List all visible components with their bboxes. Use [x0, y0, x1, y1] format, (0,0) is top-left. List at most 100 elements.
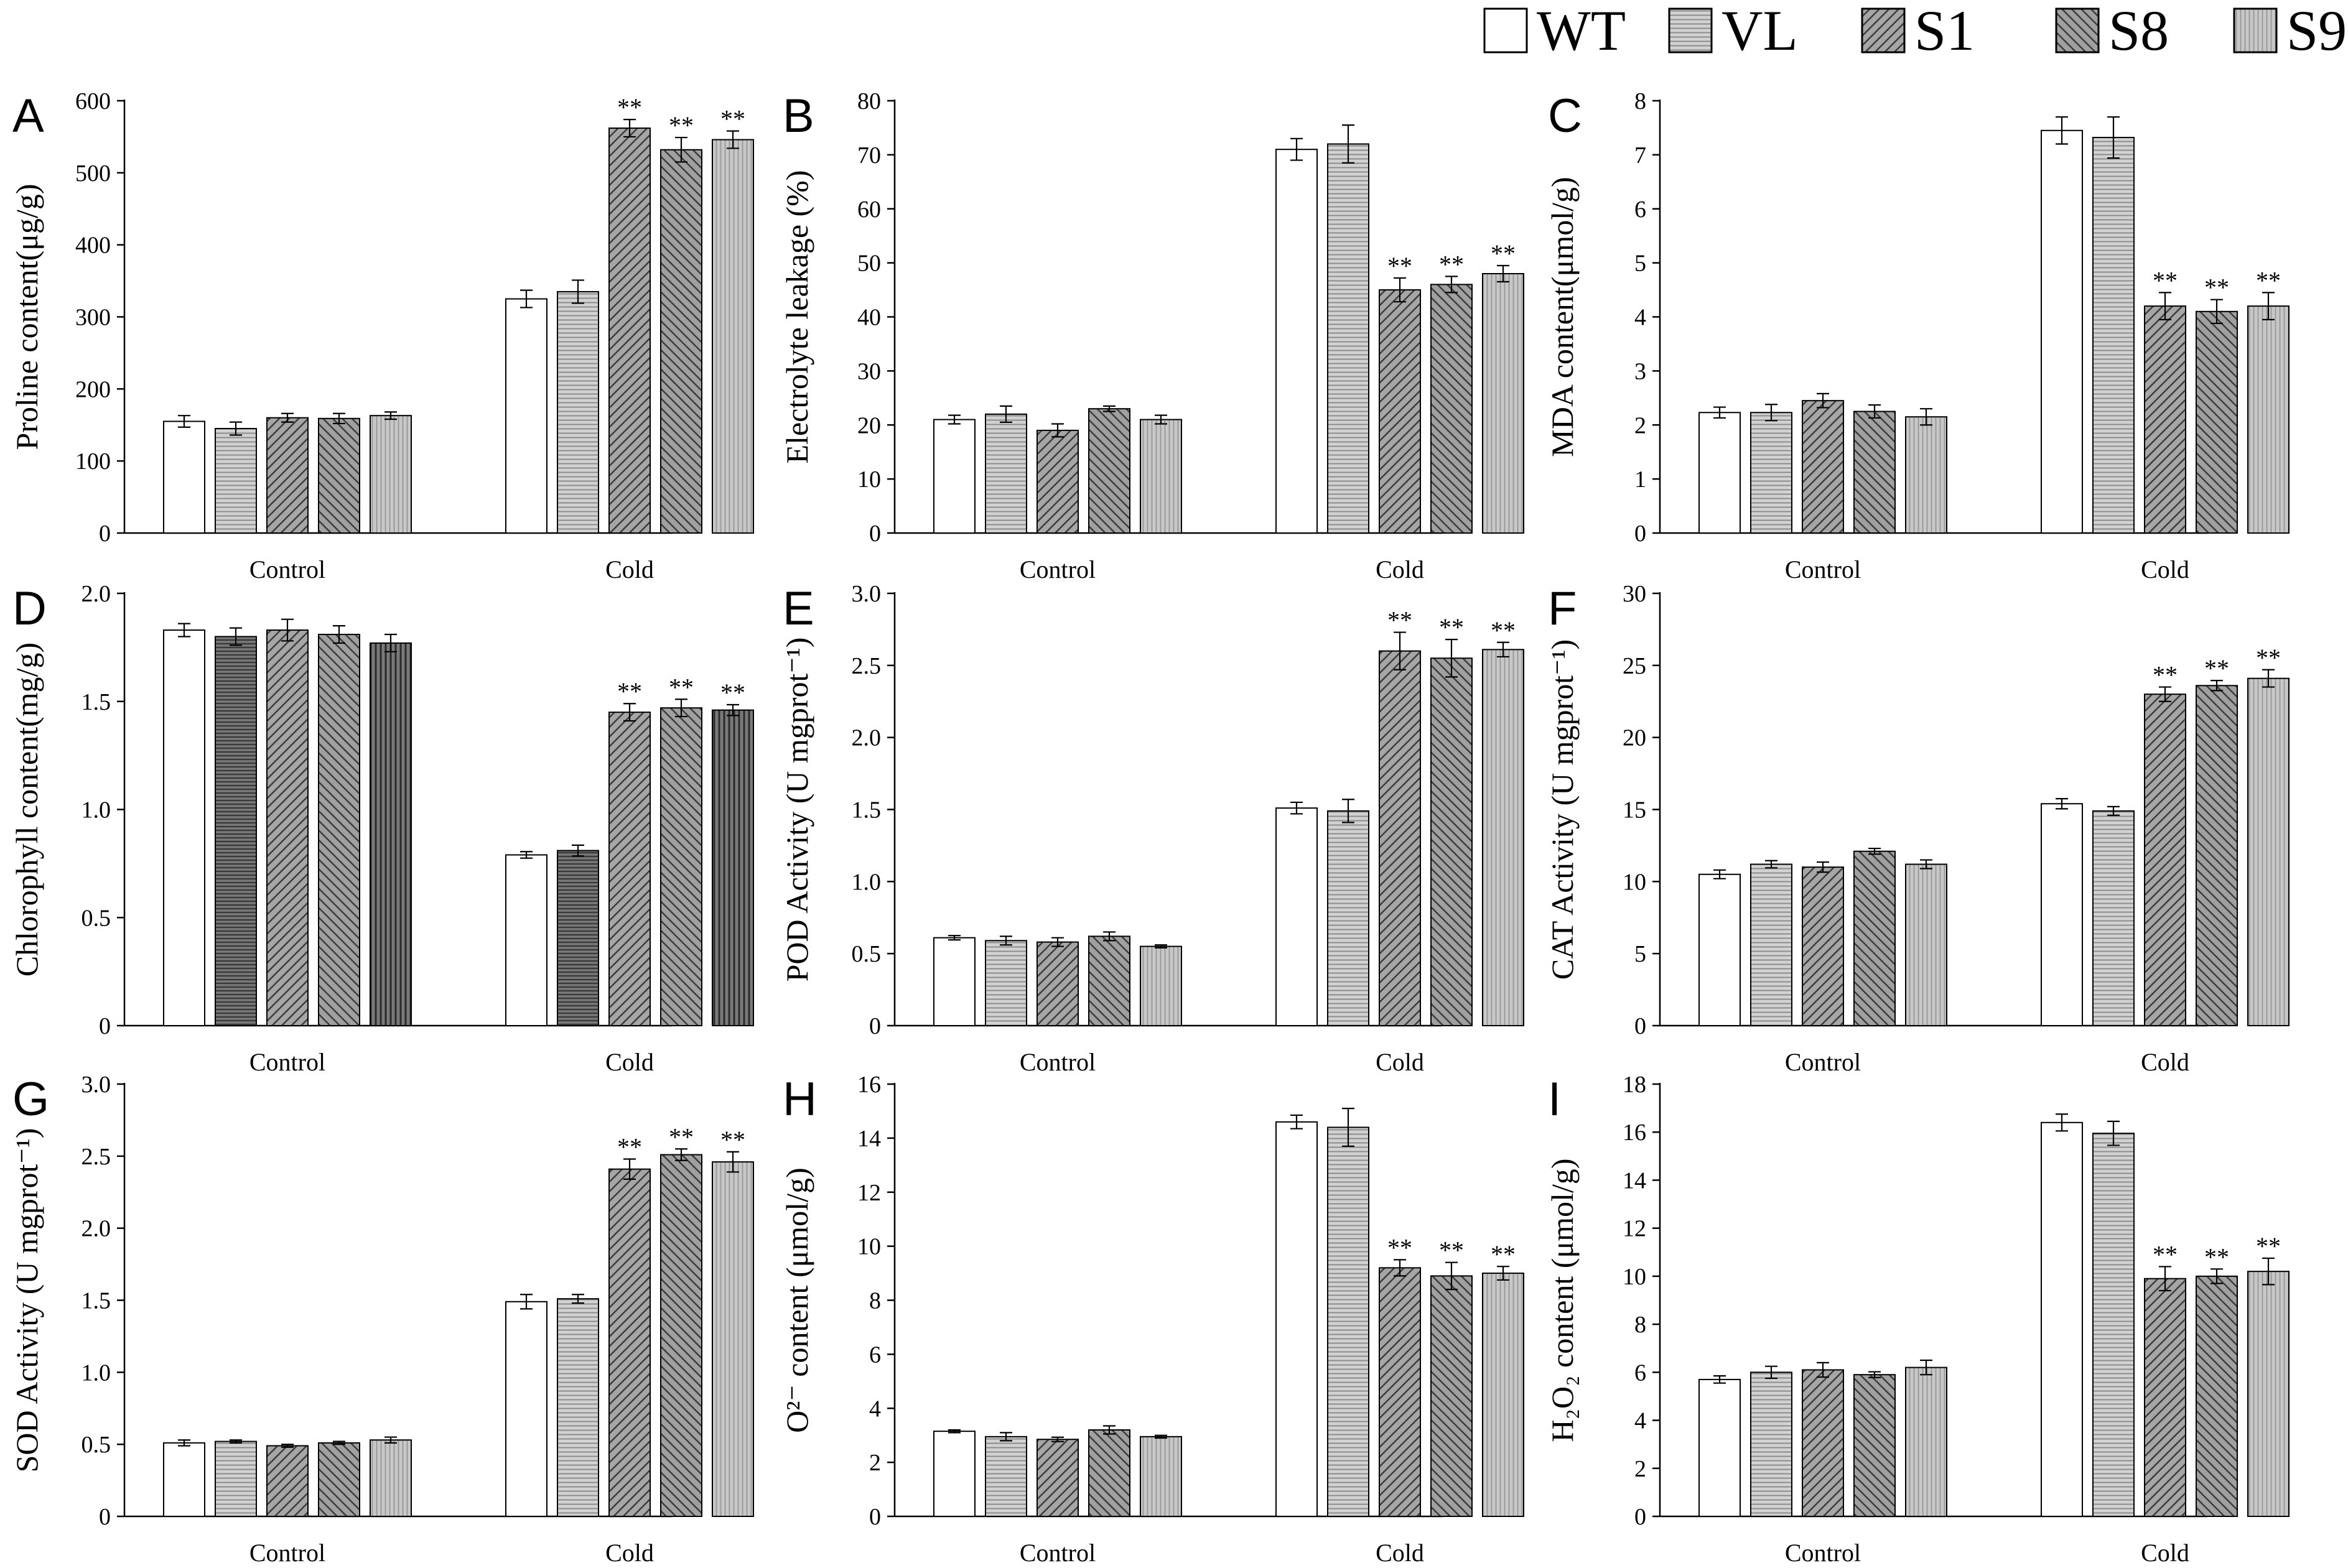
significance-mark: **: [720, 105, 745, 133]
y-tick-label: 1.5: [852, 797, 882, 823]
panel-letter: B: [783, 90, 814, 142]
bar-vl-cold: [557, 850, 599, 1027]
bar-vl-cold: [557, 290, 599, 534]
significance-mark: **: [2256, 1232, 2281, 1260]
y-axis-label: POD Activity (U mgprot⁻¹): [780, 638, 814, 982]
significance-mark: **: [1439, 1236, 1464, 1264]
significance-mark: **: [617, 1133, 642, 1161]
bar-s9-control: [1140, 1436, 1182, 1517]
panel-letter: H: [783, 1073, 817, 1126]
y-tick-label: 25: [1623, 653, 1646, 679]
y-tick-label: 400: [75, 233, 111, 259]
y-tick-label: 0.5: [82, 905, 111, 931]
bar-s1-cold: [1379, 289, 1421, 534]
bar-vl-control: [1750, 412, 1792, 534]
bar-wt-control: [163, 420, 205, 534]
bar-wt-cold: [1275, 149, 1318, 534]
bar-s9-control: [370, 415, 412, 534]
y-tick-label: 0: [1634, 521, 1646, 547]
bar-wt-control: [1698, 412, 1741, 534]
bar-s8-cold: [660, 707, 702, 1027]
y-axis-label: H₂O₂ content (μmol/g): [1545, 1158, 1580, 1442]
y-tick-label: 2.5: [852, 653, 882, 679]
significance-mark: **: [2256, 644, 2281, 672]
y-tick-label: 15: [1623, 797, 1646, 823]
significance-mark: **: [2256, 266, 2281, 294]
y-tick-label: 0: [869, 1013, 881, 1039]
significance-mark: **: [1439, 613, 1464, 641]
category-label-cold: Cold: [1376, 1048, 1424, 1076]
legend-label-wt: WT: [1537, 0, 1626, 62]
y-tick-label: 3.0: [852, 581, 882, 607]
y-tick-label: 3: [1634, 358, 1646, 384]
y-tick-label: 200: [75, 376, 111, 402]
bar-vl-cold: [1327, 810, 1369, 1026]
y-tick-label: 2: [869, 1450, 881, 1476]
panel-d: D Chlorophyll content(mg/g) 0 0.5 1.0 1.5 2.0 C…: [9, 581, 754, 1076]
bar-s9-cold: [1482, 273, 1524, 534]
y-tick-label: 2: [1634, 1456, 1646, 1482]
y-axis-label: MDA content(μmol/g): [1545, 177, 1580, 457]
significance-mark: **: [1387, 1233, 1412, 1261]
bar-wt-control: [1698, 873, 1741, 1026]
bar-wt-cold: [2041, 803, 2083, 1026]
y-tick-label: 16: [1623, 1120, 1646, 1146]
panel-letter: F: [1548, 582, 1577, 635]
bar-s8-cold: [2196, 685, 2238, 1027]
y-axis-label: Chlorophyll content(mg/g): [9, 643, 44, 977]
y-tick-label: 18: [1623, 1072, 1646, 1098]
y-tick-label: 2.0: [852, 725, 882, 751]
bar-s9-cold: [712, 139, 754, 534]
bar-s1-control: [1037, 1439, 1079, 1517]
y-tick-label: 10: [857, 1234, 881, 1260]
y-tick-label: 70: [857, 142, 881, 169]
panel-letter: D: [12, 582, 47, 635]
y-tick-label: 80: [857, 88, 881, 114]
bar-s9-cold: [2247, 677, 2290, 1026]
y-tick-label: 7: [1634, 142, 1646, 169]
category-label-cold: Cold: [2141, 1048, 2189, 1076]
significance-mark: **: [617, 677, 642, 705]
bar-s9-control: [1905, 863, 1947, 1026]
bar-s9-control: [370, 1439, 412, 1517]
bar-wt-cold: [505, 854, 547, 1026]
bar-wt-control: [933, 419, 976, 534]
bar-s8-cold: [2196, 1275, 2238, 1518]
bar-wt-cold: [2041, 129, 2083, 534]
bar-s9-cold: [1482, 649, 1524, 1026]
bar-wt-control: [163, 629, 205, 1026]
y-tick-label: 3.0: [82, 1072, 111, 1098]
y-tick-label: 1.5: [82, 1288, 111, 1314]
bar-s1-cold: [608, 128, 651, 534]
y-tick-label: 2.0: [82, 581, 111, 607]
y-tick-label: 12: [857, 1180, 881, 1206]
y-tick-label: 30: [1623, 581, 1646, 607]
y-tick-label: 60: [857, 197, 881, 223]
legend: WT VL S1 S8 S9: [1483, 0, 2347, 62]
y-tick-label: 4: [1634, 1408, 1646, 1434]
bar-vl-cold: [2092, 810, 2135, 1026]
y-tick-label: 5: [1634, 251, 1646, 277]
y-tick-label: 2: [1634, 412, 1646, 438]
bar-s1-control: [1802, 400, 1844, 534]
panel-b: B Electrolyte leakage (%) 0 10 20 30 40 50 60 70 8…: [780, 88, 1524, 583]
bar-s8-control: [1853, 1374, 1896, 1517]
bar-s9-control: [1140, 945, 1182, 1027]
bar-vl-control: [215, 1440, 257, 1518]
bar-s1-cold: [608, 1168, 651, 1517]
y-axis-label: Electrolyte leakage (%): [780, 170, 814, 464]
category-label-cold: Cold: [1376, 555, 1424, 583]
y-tick-label: 2.5: [82, 1144, 111, 1170]
bar-s8-control: [318, 634, 360, 1026]
bar-s8-cold: [660, 149, 702, 534]
significance-mark: **: [720, 1126, 745, 1154]
y-tick-label: 12: [1623, 1216, 1646, 1242]
bar-s8-control: [1853, 411, 1896, 534]
bar-wt-control: [1698, 1378, 1741, 1518]
y-tick-label: 0: [1634, 1013, 1646, 1039]
bar-vl-control: [985, 940, 1027, 1026]
category-label-control: Control: [1785, 555, 1861, 583]
category-label-cold: Cold: [2141, 555, 2189, 583]
